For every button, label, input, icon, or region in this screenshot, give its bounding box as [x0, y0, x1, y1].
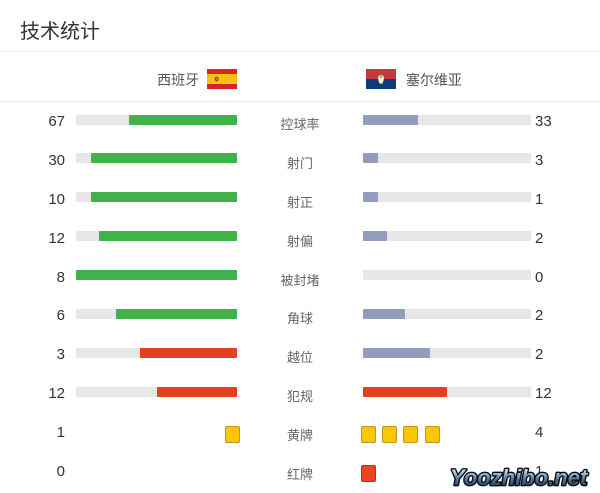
- svg-text:Yoozhibo.net: Yoozhibo.net: [450, 465, 589, 490]
